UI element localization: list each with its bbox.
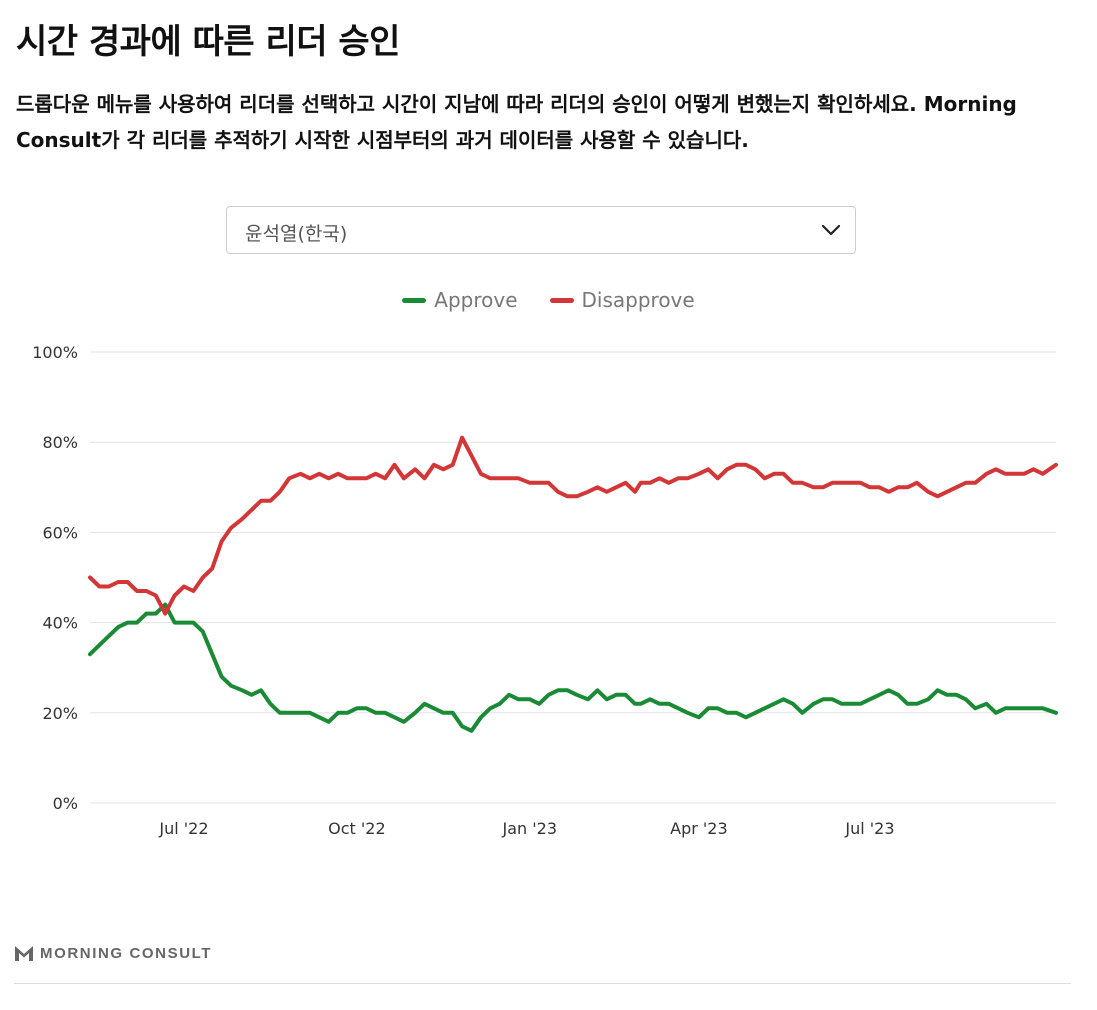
x-tick-label: Jan '23 [502, 819, 558, 838]
legend-label-disapprove: Disapprove [581, 288, 695, 312]
y-tick-label: 80% [42, 433, 78, 452]
x-tick-label: Oct '22 [328, 819, 386, 838]
legend-swatch-approve [402, 297, 427, 303]
x-axis-ticks: Jul '22 Oct '22 Jan '23 Apr '23 Jul '23 [158, 819, 894, 838]
leader-dropdown-value: 윤석열(한국) [245, 223, 348, 245]
y-axis-ticks: 0% 20% 40% 60% 80% 100% [32, 343, 78, 813]
legend-swatch-disapprove [549, 297, 574, 303]
leader-dropdown[interactable]: 윤석열(한국) [226, 206, 856, 254]
chart-legend: Approve Disapprove [0, 286, 1097, 314]
brand-logo: MORNING CONSULT [14, 944, 212, 962]
legend-item-approve[interactable]: Approve [402, 288, 518, 312]
series-lines [88, 435, 1058, 733]
brand-logo-text: MORNING CONSULT [40, 944, 213, 962]
footer-divider [14, 983, 1071, 984]
page-title: 시간 경과에 따른 리더 승인 [16, 22, 400, 62]
y-tick-label: 60% [42, 523, 78, 542]
y-tick-label: 100% [32, 343, 78, 362]
approval-line-chart: 0% 20% 40% 60% 80% 100% Jul '22 Oct '22 Jan '23… [32, 343, 1058, 838]
series-line-approve[interactable] [88, 602, 1058, 733]
x-tick-label: Apr '23 [670, 819, 728, 838]
grid-lines [90, 351, 1056, 804]
y-tick-label: 0% [53, 794, 78, 813]
chevron-down-icon [821, 224, 841, 236]
x-tick-label: Jul '22 [158, 819, 208, 838]
legend-label-approve: Approve [434, 288, 518, 312]
morning-consult-logo-icon [15, 946, 33, 961]
series-line-disapprove[interactable] [88, 435, 1058, 616]
legend-item-disapprove[interactable]: Disapprove [549, 288, 695, 312]
page-description: 드롭다운 메뉴를 사용하여 리더를 선택하고 시간이 지남에 따라 리더의 승인… [16, 92, 1017, 152]
y-tick-label: 40% [42, 614, 78, 633]
y-tick-label: 20% [42, 704, 78, 723]
x-tick-label: Jul '23 [844, 819, 894, 838]
